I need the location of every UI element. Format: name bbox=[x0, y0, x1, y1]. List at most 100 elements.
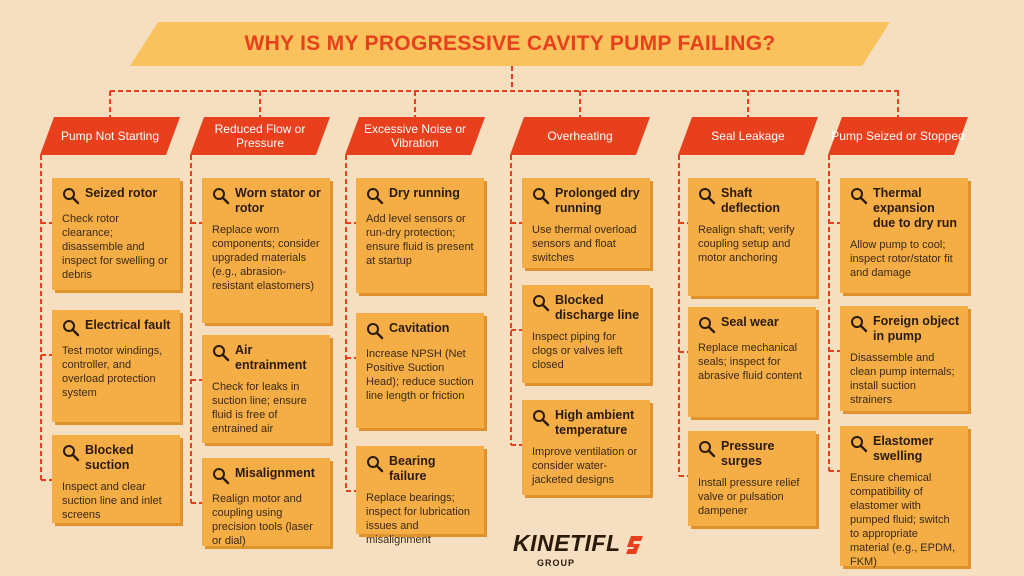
cause-remedy: Replace worn components; consider upgrad… bbox=[212, 224, 320, 292]
cause-card-header: High ambient temperature bbox=[532, 408, 642, 438]
magnifier-icon bbox=[532, 294, 550, 312]
category-header: Overheating bbox=[510, 117, 650, 155]
cause-card: Blocked suction Inspect and clear suction… bbox=[52, 435, 180, 523]
category-label: Pump Seized or Stopped bbox=[831, 129, 965, 143]
category-label: Pump Not Starting bbox=[60, 129, 160, 143]
cause-title: Bearing failure bbox=[389, 454, 436, 483]
cause-card-header: Thermal expansion due to dry run bbox=[850, 186, 960, 231]
magnifier-icon bbox=[62, 444, 80, 462]
cause-title: Prolonged dry running bbox=[555, 186, 640, 215]
cause-remedy: Realign motor and coupling using precisi… bbox=[212, 493, 313, 547]
cause-card: Cavitation Increase NPSH (Net Positive Su… bbox=[356, 313, 484, 428]
cause-remedy: Inspect and clear suction line and inlet… bbox=[62, 481, 162, 521]
cause-remedy: Increase NPSH (Net Positive Suction Head… bbox=[366, 348, 474, 402]
cause-title: Foreign object in pump bbox=[873, 314, 960, 343]
magnifier-icon bbox=[850, 435, 868, 453]
cause-title: Air entrainment bbox=[235, 343, 307, 372]
category-label: Overheating bbox=[547, 129, 613, 143]
cause-title: Dry running bbox=[389, 186, 460, 200]
cause-card-header: Air entrainment bbox=[212, 343, 322, 373]
category-header-shape bbox=[40, 117, 180, 155]
cause-card-header: Foreign object in pump bbox=[850, 314, 960, 344]
cause-card-header: Dry running bbox=[366, 186, 476, 205]
cause-title: Pressure surges bbox=[721, 439, 775, 468]
cause-remedy: Test motor windings, controller, and ove… bbox=[62, 345, 163, 399]
cause-title: Electrical fault bbox=[85, 318, 171, 332]
cause-card-header: Electrical fault bbox=[62, 318, 172, 337]
cause-title: Elastomer swelling bbox=[873, 434, 934, 463]
cause-card-header: Bearing failure bbox=[366, 454, 476, 484]
category-header: Reduced Flow or Pressure bbox=[190, 117, 330, 155]
cause-title: Worn stator or rotor bbox=[235, 186, 321, 215]
magnifier-icon bbox=[698, 187, 716, 205]
cause-remedy: Replace mechanical seals; inspect for ab… bbox=[698, 342, 802, 382]
cause-card: Blocked discharge line Inspect piping for… bbox=[522, 285, 650, 383]
cause-title: Seal wear bbox=[721, 315, 779, 329]
magnifier-icon bbox=[850, 315, 868, 333]
category-header: Excessive Noise or Vibration bbox=[345, 117, 485, 155]
cause-title: High ambient temperature bbox=[555, 408, 635, 437]
category-header-shape bbox=[828, 117, 968, 155]
cause-title: Cavitation bbox=[389, 321, 450, 335]
title-banner: WHY IS MY PROGRESSIVE CAVITY PUMP FAILIN… bbox=[130, 22, 890, 66]
cause-remedy: Check rotor clearance; disassemble and i… bbox=[62, 213, 168, 281]
magnifier-icon bbox=[698, 440, 716, 458]
cause-remedy: Ensure chemical compatibility of elastom… bbox=[850, 472, 956, 568]
cause-remedy: Allow pump to cool; inspect rotor/stator… bbox=[850, 239, 953, 279]
cause-title: Shaft deflection bbox=[721, 186, 781, 215]
cause-card: Worn stator or rotor Replace worn compone… bbox=[202, 178, 330, 323]
magnifier-icon bbox=[366, 187, 384, 205]
category-header-shape bbox=[345, 117, 485, 155]
magnifier-icon bbox=[366, 455, 384, 473]
cause-card: Dry running Add level sensors or run-dry … bbox=[356, 178, 484, 293]
cause-remedy: Improve ventilation or consider water-ja… bbox=[532, 446, 638, 486]
cause-card: Foreign object in pump Disassemble and cl… bbox=[840, 306, 968, 411]
cause-remedy: Inspect piping for clogs or valves left … bbox=[532, 331, 623, 371]
category-header-shape bbox=[678, 117, 818, 155]
cause-card: Prolonged dry running Use thermal overloa… bbox=[522, 178, 650, 268]
cause-card-header: Blocked suction bbox=[62, 443, 172, 473]
category-label: Seal Leakage bbox=[711, 129, 785, 143]
cause-title: Thermal expansion due to dry run bbox=[873, 186, 958, 230]
category-header-shape bbox=[510, 117, 650, 155]
logo-subtitle: GROUP bbox=[537, 558, 576, 568]
cause-card: Pressure surges Install pressure relief v… bbox=[688, 431, 816, 526]
magnifier-icon bbox=[62, 187, 80, 205]
cause-card: Seized rotor Check rotor clearance; disas… bbox=[52, 178, 180, 290]
cause-title: Misalignment bbox=[235, 466, 315, 480]
cause-card-header: Worn stator or rotor bbox=[212, 186, 322, 216]
cause-card: Shaft deflection Realign shaft; verify co… bbox=[688, 178, 816, 296]
cause-card: Thermal expansion due to dry run Allow pu… bbox=[840, 178, 968, 293]
cause-title: Blocked suction bbox=[85, 443, 134, 472]
category-label: Reduced Flow or Pressure bbox=[214, 122, 306, 150]
kinetiflo-mark-icon bbox=[626, 536, 643, 554]
category-header: Pump Seized or Stopped bbox=[828, 117, 968, 155]
magnifier-icon bbox=[532, 409, 550, 427]
brand-logo: KINETIFL GROUP bbox=[497, 528, 647, 574]
category-header-shape bbox=[190, 117, 330, 155]
cause-remedy: Realign shaft; verify coupling setup and… bbox=[698, 224, 795, 264]
magnifier-icon bbox=[212, 467, 230, 485]
magnifier-icon bbox=[698, 316, 716, 334]
magnifier-icon bbox=[532, 187, 550, 205]
cause-remedy: Add level sensors or run-dry protection;… bbox=[366, 213, 474, 267]
category-label: Excessive Noise or Vibration bbox=[363, 122, 467, 150]
cause-title: Seized rotor bbox=[85, 186, 158, 200]
cause-remedy: Disassemble and clean pump internals; in… bbox=[850, 352, 955, 406]
cause-card: Electrical fault Test motor windings, con… bbox=[52, 310, 180, 422]
cause-card-header: Prolonged dry running bbox=[532, 186, 642, 216]
cause-card-header: Seal wear bbox=[698, 315, 808, 334]
cause-card-header: Pressure surges bbox=[698, 439, 808, 469]
cause-card-header: Blocked discharge line bbox=[532, 293, 642, 323]
magnifier-icon bbox=[850, 187, 868, 205]
cause-remedy: Install pressure relief valve or pulsati… bbox=[698, 477, 800, 517]
cause-card: Bearing failure Replace bearings; inspect… bbox=[356, 446, 484, 546]
category-header: Pump Not Starting bbox=[40, 117, 180, 155]
title-banner-shape bbox=[130, 22, 890, 66]
page-title: WHY IS MY PROGRESSIVE CAVITY PUMP FAILIN… bbox=[244, 32, 776, 55]
cause-card: Elastomer swelling Ensure chemical compat… bbox=[840, 426, 968, 568]
cause-remedy: Replace bearings; inspect for lubricatio… bbox=[366, 492, 470, 546]
cause-card-header: Cavitation bbox=[366, 321, 476, 340]
cause-remedy: Check for leaks in suction line; ensure … bbox=[212, 381, 307, 435]
